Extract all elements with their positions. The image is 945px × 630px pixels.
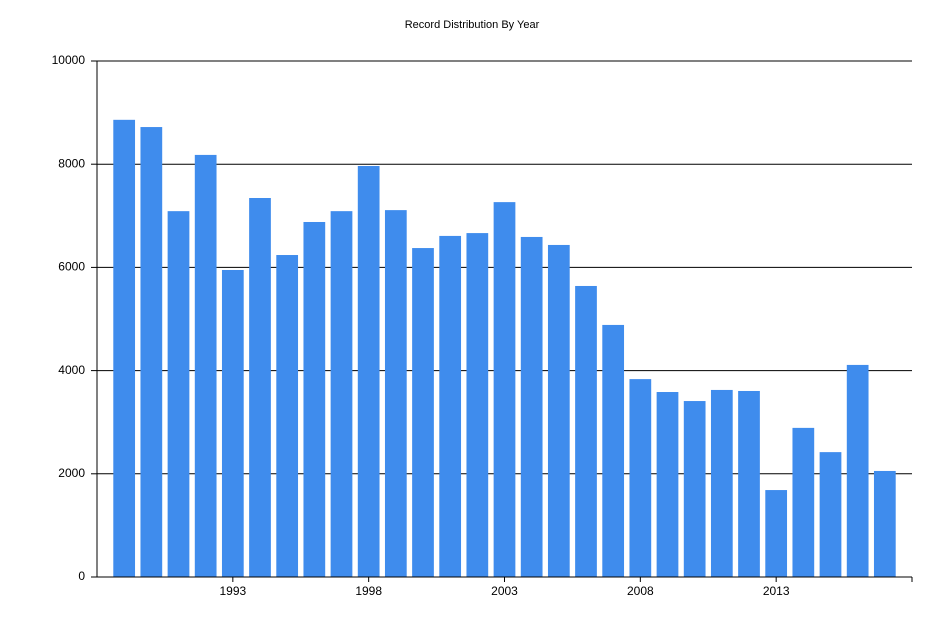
bar	[330, 211, 353, 577]
bar	[466, 233, 489, 577]
bar	[765, 490, 788, 577]
bar	[439, 235, 462, 577]
bar	[221, 269, 244, 577]
bar	[249, 197, 271, 578]
bar	[276, 255, 299, 578]
x-tick-label: 2008	[627, 584, 654, 598]
bar	[194, 154, 217, 578]
bar	[629, 379, 652, 577]
bar	[710, 389, 733, 577]
bar	[602, 324, 625, 577]
bar	[384, 210, 407, 577]
y-tick-label: 4000	[58, 363, 85, 377]
bar	[819, 452, 842, 577]
x-tick-label: 2003	[491, 584, 518, 598]
bar	[846, 364, 869, 577]
x-tick-label: 1998	[355, 584, 382, 598]
bar	[412, 248, 434, 578]
y-tick-label: 0	[78, 569, 85, 583]
y-tick-label: 10000	[52, 53, 86, 67]
bar	[113, 119, 136, 577]
y-tick-label: 6000	[58, 260, 85, 274]
bar	[520, 236, 543, 577]
bar	[547, 244, 570, 578]
bar	[357, 166, 380, 578]
bar	[493, 202, 516, 577]
chart-title: Record Distribution By Year	[405, 19, 540, 31]
bar	[575, 285, 597, 577]
bar	[140, 127, 163, 577]
bar	[683, 401, 706, 577]
bar	[303, 221, 326, 577]
bar	[873, 470, 896, 577]
bar	[792, 427, 815, 577]
bar	[167, 211, 190, 577]
bar	[656, 392, 679, 577]
x-tick-label: 1993	[219, 584, 246, 598]
bar	[738, 390, 760, 577]
y-tick-label: 8000	[58, 156, 85, 170]
x-tick-label: 2013	[763, 584, 790, 598]
y-tick-label: 2000	[58, 466, 85, 480]
